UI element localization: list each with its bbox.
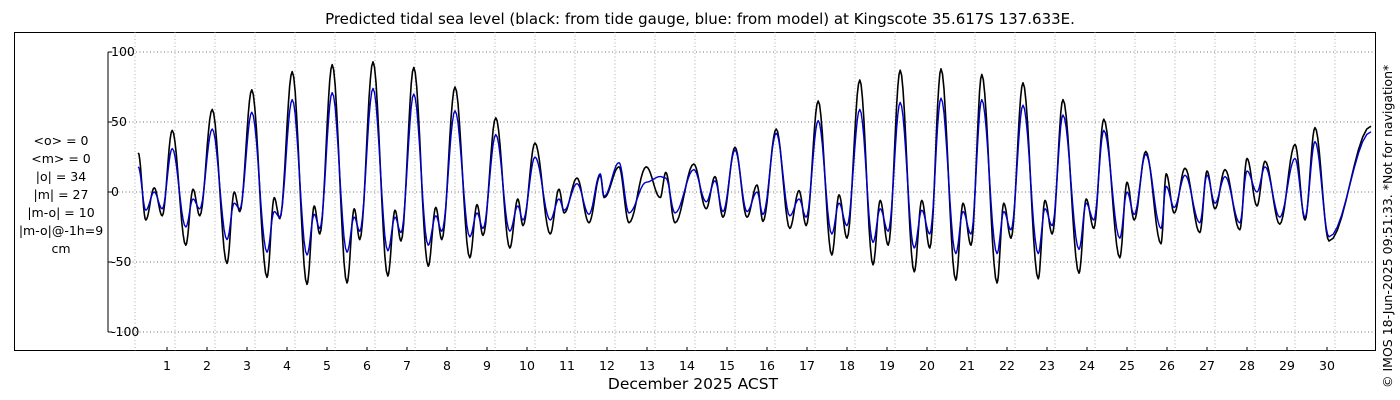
stat-mean-obs: <o> = 0 — [33, 133, 89, 148]
x-tick-label: 28 — [1239, 358, 1255, 373]
x-tick-label: 12 — [599, 358, 615, 373]
stat-abs-diff: |m-o| = 10 — [27, 205, 95, 220]
stat-abs-obs: |o| = 34 — [35, 169, 87, 184]
x-tick-label: 25 — [1119, 358, 1135, 373]
y-tick-label: 100 — [111, 44, 135, 59]
stat-unit: cm — [51, 241, 71, 256]
x-tick-label: 26 — [1159, 358, 1175, 373]
tide-gauge-series — [137, 61, 1372, 286]
x-tick-label: 10 — [519, 358, 535, 373]
x-tick-label: 5 — [323, 358, 331, 373]
x-tick-label: 2 — [203, 358, 211, 373]
stat-abs-model: |m| = 27 — [33, 187, 89, 202]
x-tick-label: 20 — [919, 358, 935, 373]
x-tick-label: 16 — [759, 358, 775, 373]
x-tick-label: 19 — [879, 358, 895, 373]
x-tick-label: 3 — [243, 358, 251, 373]
y-tick-label: -50 — [111, 254, 131, 269]
x-tick-label: 7 — [403, 358, 411, 373]
x-tick-label: 9 — [483, 358, 491, 373]
x-tick-label: 4 — [283, 358, 291, 373]
x-tick-label: 27 — [1199, 358, 1215, 373]
x-tick-label: 24 — [1079, 358, 1095, 373]
x-tick-label: 18 — [839, 358, 855, 373]
x-tick-label: 8 — [443, 358, 451, 373]
y-tick-label: 50 — [111, 114, 127, 129]
x-tick-label: 14 — [679, 358, 695, 373]
chart-title: Predicted tidal sea level (black: from t… — [325, 10, 1075, 28]
x-tick-label: 1 — [163, 358, 171, 373]
x-tick-label: 22 — [999, 358, 1015, 373]
x-tick-label: 11 — [559, 358, 575, 373]
x-tick-label: 21 — [959, 358, 975, 373]
x-tick-label: 30 — [1319, 358, 1335, 373]
x-tick-label: 23 — [1039, 358, 1055, 373]
copyright-note: © IMOS 18-Jun-2025 09:51:33. *Not for na… — [1380, 64, 1395, 388]
model-series — [137, 87, 1372, 256]
x-tick-label: 17 — [799, 358, 815, 373]
x-tick-label: 15 — [719, 358, 735, 373]
x-tick-label: 13 — [639, 358, 655, 373]
y-tick-label: 0 — [111, 184, 119, 199]
x-tick-label: 6 — [363, 358, 371, 373]
statistics-panel: <o> = 0 <m> = 0 |o| = 34 |m| = 27 |m-o| … — [14, 132, 108, 258]
x-tick-label: 29 — [1279, 358, 1295, 373]
y-tick-label: -100 — [111, 324, 139, 339]
stat-abs-diff-lag: |m-o|@-1h=9 — [18, 223, 104, 238]
stat-mean-model: <m> = 0 — [31, 151, 91, 166]
x-axis-label: December 2025 ACST — [607, 375, 779, 393]
